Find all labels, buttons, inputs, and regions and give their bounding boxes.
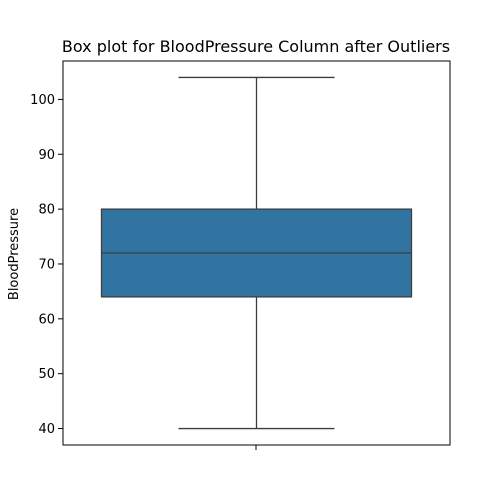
y-tick-label: 60 xyxy=(38,312,55,327)
box-plot xyxy=(100,76,413,430)
chart-title: Box plot for BloodPressure Column after … xyxy=(62,37,450,56)
y-tick-label: 50 xyxy=(38,367,55,382)
y-axis-label: BloodPressure xyxy=(7,208,22,300)
y-tick-label: 80 xyxy=(38,203,55,218)
y-tick-label: 40 xyxy=(38,422,55,437)
y-tick-label: 90 xyxy=(38,148,55,163)
y-axis-ticks: 40 50 60 70 80 90 100 xyxy=(30,93,63,437)
y-tick-label: 70 xyxy=(38,257,55,272)
y-tick-label: 100 xyxy=(30,93,55,108)
